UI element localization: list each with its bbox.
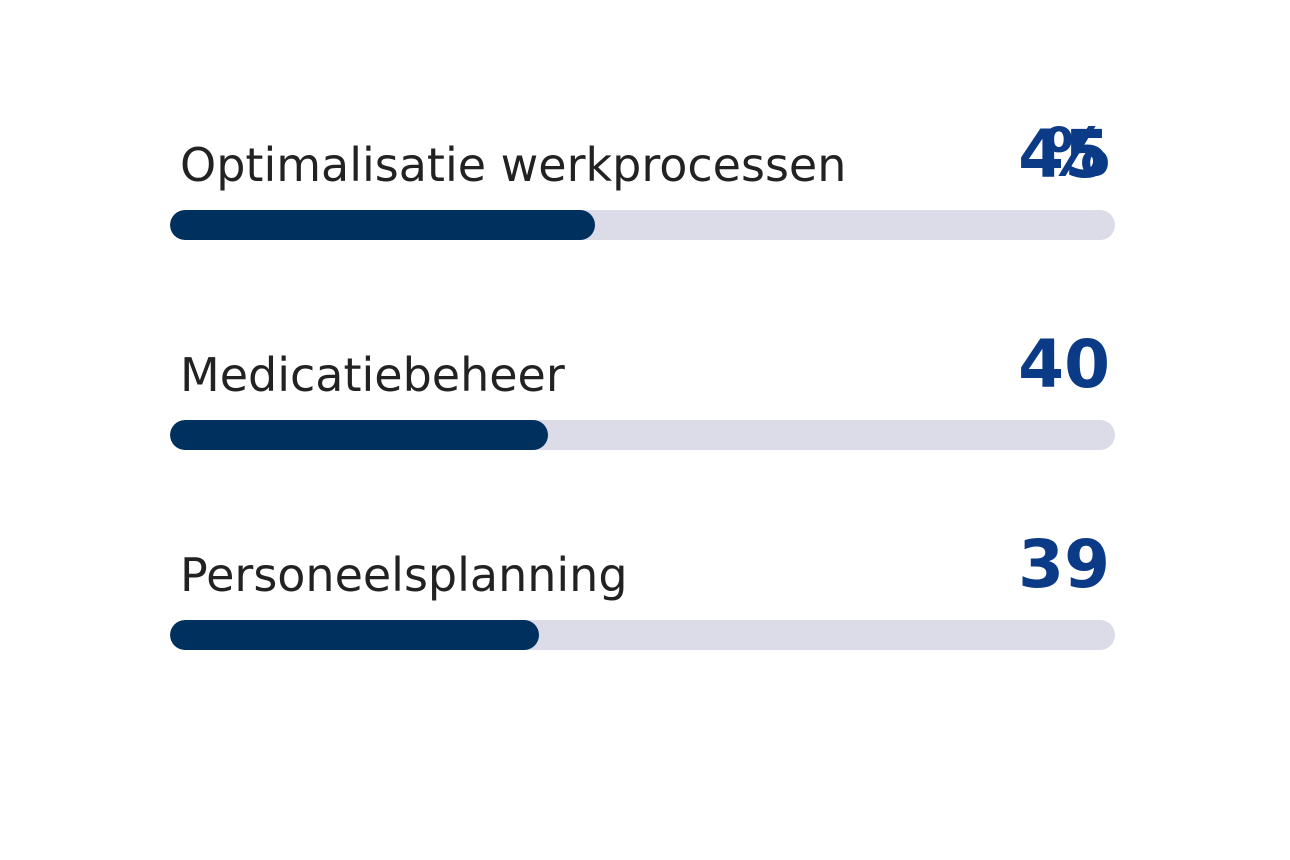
bar-label: Optimalisatie werkprocessen [180,138,847,192]
bar-track [170,620,1115,650]
bar-row: Personeelsplanning 39 [170,530,1115,650]
bar-fill [170,420,548,450]
bar-label: Medicatiebeheer [180,348,565,402]
bar-value: 45 [1018,116,1110,193]
bar-row: Medicatiebeheer 40 [170,330,1115,450]
bar-value: 40 [1018,326,1110,403]
bar-label: Personeelsplanning [180,548,628,602]
bar-row: Optimalisatie werkprocessen 45 [170,120,1115,240]
bar-track [170,420,1115,450]
bar-track [170,210,1115,240]
bar-value: 39 [1018,526,1110,603]
bar-fill [170,210,596,240]
bar-fill [170,620,539,650]
unit-label: % [1043,114,1110,191]
